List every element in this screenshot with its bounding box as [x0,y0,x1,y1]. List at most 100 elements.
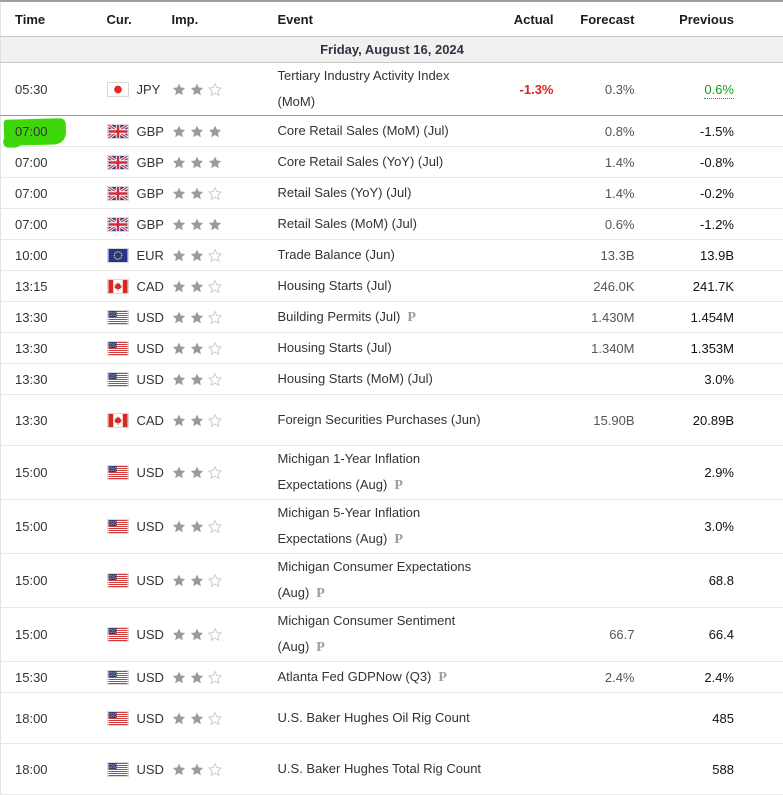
star-filled-icon [172,671,186,684]
event-title[interactable]: Retail Sales (YoY) (Jul) [278,180,488,206]
us-flag-icon [107,573,129,588]
star-filled-icon [172,712,186,725]
star-filled-icon [190,125,204,138]
event-title[interactable]: Michigan 1-Year Inflation Expectations (… [278,446,488,499]
date-header-row: Friday, August 16, 2024 [1,37,783,63]
us-flag-icon [107,465,129,480]
japan-flag-icon [107,82,129,97]
star-filled-icon [172,414,186,427]
event-title[interactable]: Core Retail Sales (MoM) (Jul) [278,118,488,144]
event-time: 10:00 [15,248,48,263]
previous-value[interactable]: 0.6% [704,82,734,99]
event-time: 13:30 [15,341,48,356]
event-title[interactable]: Trade Balance (Jun) [278,242,488,268]
column-header-forecast: Forecast [554,1,635,37]
star-filled-icon [190,671,204,684]
star-filled-icon [172,373,186,386]
importance-stars [172,763,264,776]
event-time: 07:00 [15,155,48,170]
star-filled-icon [208,218,222,231]
event-title[interactable]: Tertiary Industry Activity Index (MoM) [278,63,488,115]
event-title[interactable]: Foreign Securities Purchases (Jun) [278,407,488,433]
us-flag-icon [107,519,129,534]
importance-stars [172,414,264,427]
event-time: 18:00 [15,711,48,726]
event-title[interactable]: U.S. Baker Hughes Total Rig Count [278,756,488,782]
event-time: 15:30 [15,670,48,685]
event-title[interactable]: Housing Starts (Jul) [278,335,488,361]
currency-code: USD [137,627,164,642]
previous-value: 3.0% [704,372,734,387]
forecast-value: 2.4% [605,670,635,685]
event-time: 13:15 [15,279,48,294]
event-title[interactable]: U.S. Baker Hughes Oil Rig Count [278,705,488,731]
importance-stars [172,574,264,587]
column-header-previous: Previous [635,1,783,37]
event-title[interactable]: Michigan 5-Year Inflation Expectations (… [278,500,488,553]
uk-flag-icon [107,155,129,170]
star-empty-icon [208,628,222,641]
importance-stars [172,466,264,479]
event-time: 15:00 [15,519,48,534]
star-empty-icon [208,83,222,96]
forecast-value: 1.430M [591,310,634,325]
event-title[interactable]: Housing Starts (MoM) (Jul) [278,366,488,392]
star-filled-icon [172,249,186,262]
forecast-value: 0.8% [605,124,635,139]
previous-value: 20.89B [693,413,734,428]
currency-code: GBP [137,217,164,232]
previous-value: 68.8 [709,573,734,588]
event-title[interactable]: Michigan Consumer Expectations (Aug)P [278,554,488,607]
star-filled-icon [190,342,204,355]
forecast-value: 66.7 [609,627,634,642]
star-filled-icon [172,574,186,587]
event-title[interactable]: Core Retail Sales (YoY) (Jul) [278,149,488,175]
importance-stars [172,156,264,169]
importance-stars [172,187,264,200]
star-filled-icon [172,311,186,324]
canada-flag-icon [107,279,129,294]
currency-code: USD [137,372,164,387]
currency-code: CAD [137,413,164,428]
star-empty-icon [208,311,222,324]
star-filled-icon [172,125,186,138]
preliminary-icon: P [438,670,447,685]
event-title[interactable]: Building Permits (Jul)P [278,304,488,331]
event-title[interactable]: Atlanta Fed GDPNow (Q3)P [278,664,488,691]
importance-stars [172,520,264,533]
previous-value: 485 [712,711,734,726]
event-title[interactable]: Michigan Consumer Sentiment (Aug)P [278,608,488,661]
star-filled-icon [190,628,204,641]
star-filled-icon [190,187,204,200]
currency-code: USD [137,465,164,480]
column-header-actual: Actual [506,1,554,37]
importance-stars [172,311,264,324]
event-time: 07:00 [15,217,48,232]
event-title[interactable]: Housing Starts (Jul) [278,273,488,299]
star-empty-icon [208,249,222,262]
forecast-value: 1.4% [605,186,635,201]
event-title[interactable]: Retail Sales (MoM) (Jul) [278,211,488,237]
canada-flag-icon [107,413,129,428]
forecast-value: 0.3% [605,82,635,97]
column-header-importance: Imp. [170,1,264,37]
previous-value: 3.0% [704,519,734,534]
